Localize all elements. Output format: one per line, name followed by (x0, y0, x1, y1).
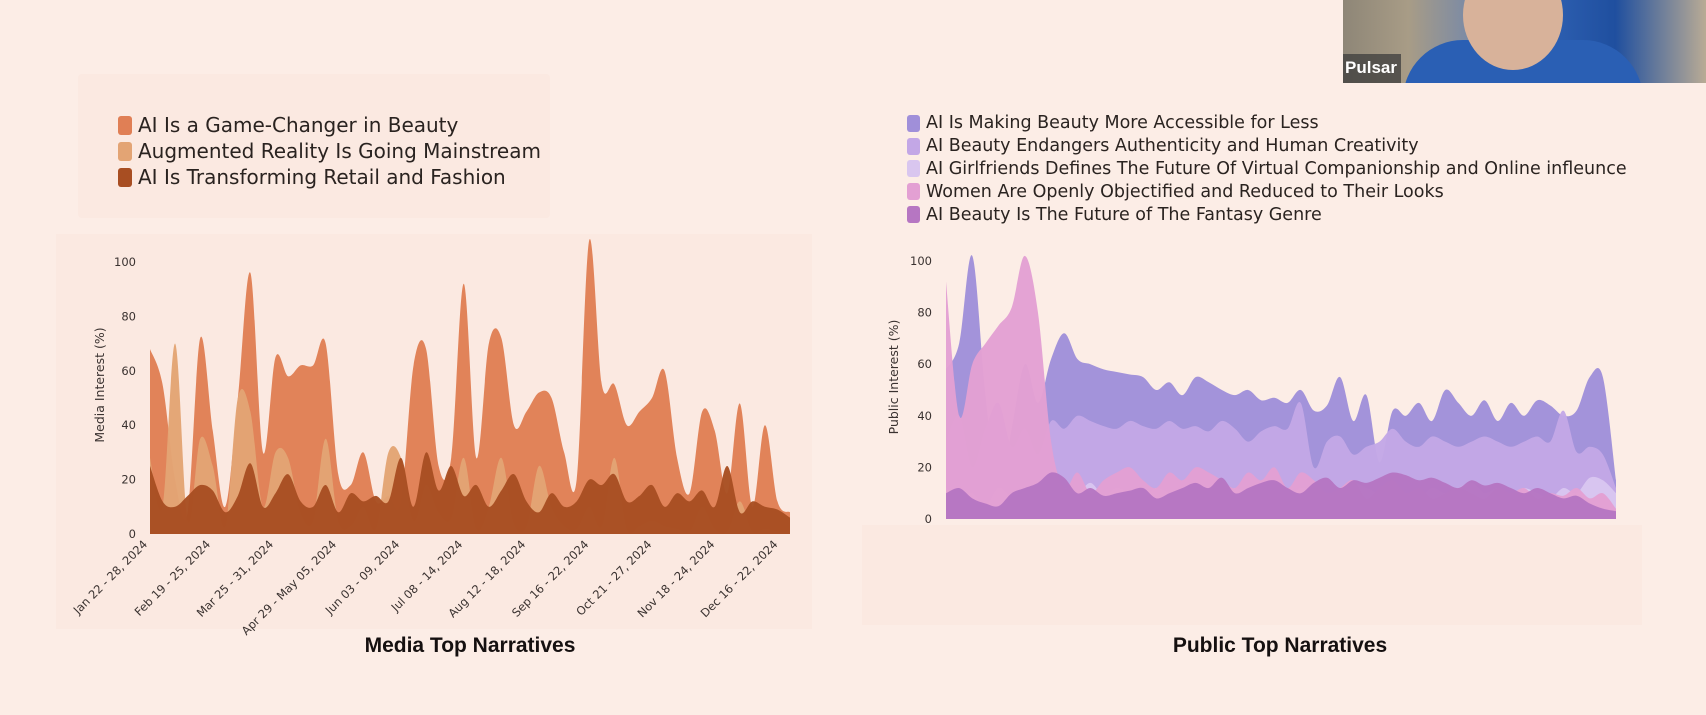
media-y-tick-label: 60 (121, 364, 136, 378)
legend-label: Augmented Reality Is Going Mainstream (138, 139, 541, 163)
media-legend-item: Augmented Reality Is Going Mainstream (118, 138, 541, 164)
public-y-tick-label: 0 (925, 512, 932, 526)
legend-swatch (118, 167, 132, 187)
legend-label: AI Girlfriends Defines The Future Of Vir… (926, 158, 1627, 179)
media-legend-item: AI Is Transforming Retail and Fashion (118, 164, 541, 190)
legend-swatch (907, 160, 920, 178)
public-legend-item: Women Are Openly Objectified and Reduced… (907, 180, 1627, 203)
legend-label: AI Is Making Beauty More Accessible for … (926, 113, 1319, 134)
media-legend-item: AI Is a Game-Changer in Beauty (118, 112, 541, 138)
public-y-axis-label: Public Interest (%) (886, 320, 901, 435)
media-y-tick-label: 40 (121, 418, 136, 432)
legend-label: AI Is Transforming Retail and Fashion (138, 165, 506, 189)
media-y-tick-label: 80 (121, 309, 136, 323)
legend-swatch (118, 115, 132, 135)
public-chart-background (862, 525, 1642, 625)
public-y-tick-label: 60 (917, 357, 932, 371)
legend-label: Women Are Openly Objectified and Reduced… (926, 181, 1444, 202)
media-y-tick-label: 20 (121, 473, 136, 487)
legend-swatch (907, 114, 920, 132)
media-y-axis-label: Media Interest (%) (92, 327, 107, 442)
public-legend-item: AI Is Making Beauty More Accessible for … (907, 112, 1627, 135)
media-chart-title: Media Top Narratives (364, 634, 576, 657)
media-series-area-0 (150, 238, 790, 534)
public-legend: AI Is Making Beauty More Accessible for … (907, 112, 1627, 226)
public-y-tick-label: 20 (917, 460, 932, 474)
legend-swatch (907, 183, 920, 201)
public-legend-item: AI Beauty Is The Future of The Fantasy G… (907, 203, 1627, 226)
participant-name-label: Pulsar (1343, 54, 1401, 83)
legend-swatch (907, 206, 920, 224)
legend-label: AI Beauty Is The Future of The Fantasy G… (926, 204, 1322, 225)
legend-swatch (907, 137, 920, 155)
public-legend-item: AI Beauty Endangers Authenticity and Hum… (907, 135, 1627, 158)
media-legend-box (78, 74, 550, 218)
public-series-area-4 (946, 472, 1616, 519)
legend-swatch (118, 141, 132, 161)
public-y-tick-label: 40 (917, 409, 932, 423)
media-legend: AI Is a Game-Changer in Beauty Augmented… (118, 112, 541, 190)
public-y-tick-label: 100 (910, 254, 932, 268)
media-series-area-2 (150, 452, 790, 534)
legend-label: AI Is a Game-Changer in Beauty (138, 113, 459, 137)
public-chart-title: Public Top Narratives (1172, 634, 1388, 657)
webcam-video-tile: Pulsar (1343, 0, 1706, 83)
public-legend-item: AI Girlfriends Defines The Future Of Vir… (907, 158, 1627, 181)
public-y-tick-label: 80 (917, 306, 932, 320)
media-y-tick-label: 0 (129, 527, 136, 541)
media-y-tick-label: 100 (114, 255, 136, 269)
legend-label: AI Beauty Endangers Authenticity and Hum… (926, 136, 1419, 157)
